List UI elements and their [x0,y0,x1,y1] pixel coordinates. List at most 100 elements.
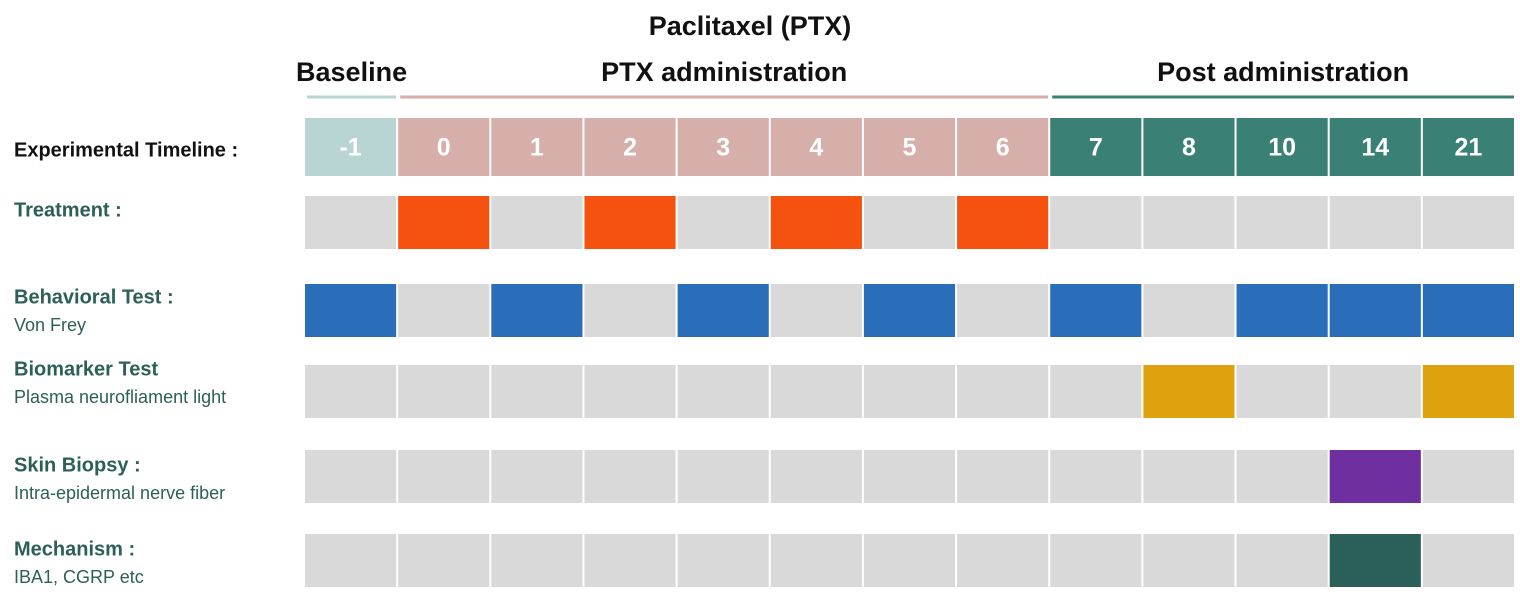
inactive-cell [863,450,956,503]
active-cell [1422,284,1514,337]
active-cell [584,196,676,249]
day-label: 5 [903,134,917,162]
inactive-cell [1422,534,1514,587]
active-cell [1329,284,1421,337]
day-cell [1050,118,1142,176]
inactive-cell [1050,365,1142,418]
inactive-cell [677,450,769,503]
inactive-cell [491,196,583,249]
active-cell [957,196,1049,249]
inactive-cell [491,534,583,587]
active-cell [863,284,956,337]
row-sublabel: Intra-epidermal nerve fiber [14,483,225,503]
inactive-cell [398,284,490,337]
active-cell [1236,284,1328,337]
inactive-cell [770,534,862,587]
inactive-cell [863,196,956,249]
inactive-cell [1143,534,1235,587]
day-label: 6 [996,134,1010,162]
inactive-cell [957,534,1049,587]
inactive-cell [584,450,676,503]
day-label: 14 [1361,134,1389,162]
day-label: -1 [339,134,361,162]
day-label: 10 [1268,134,1296,162]
timeline-label: Experimental Timeline : [14,139,238,161]
inactive-cell [1422,196,1514,249]
inactive-cell [1329,365,1421,418]
inactive-cell [1236,450,1328,503]
inactive-cell [305,365,397,418]
active-cell [491,284,583,337]
row-sublabel: Plasma neurofliament light [14,387,226,407]
day-label: 2 [623,134,637,162]
day-cell [770,118,862,176]
row-label: Biomarker Test [14,358,158,380]
row-sublabel: Von Frey [14,315,86,335]
active-cell [398,196,490,249]
inactive-cell [770,365,862,418]
inactive-cell [305,196,397,249]
phase-title: Post administration [1157,57,1409,87]
active-cell [305,284,397,337]
inactive-cell [770,450,862,503]
day-label: 8 [1182,134,1196,162]
inactive-cell [677,534,769,587]
row-sublabel: IBA1, CGRP etc [14,567,144,587]
row-label: Treatment : [14,199,122,221]
inactive-cell [1050,196,1142,249]
row-label: Skin Biopsy : [14,454,141,476]
inactive-cell [1143,284,1235,337]
inactive-cell [677,365,769,418]
inactive-cell [1422,450,1514,503]
inactive-cell [398,450,490,503]
day-cell [398,118,490,176]
inactive-cell [1050,534,1142,587]
inactive-cell [677,196,769,249]
inactive-cell [957,284,1049,337]
day-label: 7 [1089,134,1103,162]
day-cell [957,118,1049,176]
day-cell [863,118,956,176]
day-cell [305,118,397,176]
inactive-cell [584,534,676,587]
day-label: 1 [530,134,544,162]
inactive-cell [770,284,862,337]
day-cell [1143,118,1235,176]
inactive-cell [1329,196,1421,249]
inactive-cell [584,365,676,418]
active-cell [1143,365,1235,418]
day-cell [584,118,676,176]
inactive-cell [957,450,1049,503]
row-label: Mechanism : [14,538,135,560]
day-cell [1422,118,1514,176]
active-cell [677,284,769,337]
inactive-cell [863,534,956,587]
row-label: Behavioral Test : [14,286,174,308]
day-cell [491,118,583,176]
day-label: 0 [437,134,451,162]
inactive-cell [1143,196,1235,249]
inactive-cell [1143,450,1235,503]
inactive-cell [1050,450,1142,503]
inactive-cell [1236,196,1328,249]
inactive-cell [957,365,1049,418]
day-label: 4 [809,134,823,162]
phase-title: PTX administration [601,57,847,87]
phase-title: Baseline [296,57,407,87]
active-cell [1050,284,1142,337]
day-label: 21 [1455,134,1483,162]
day-cell [1329,118,1421,176]
inactive-cell [398,534,490,587]
inactive-cell [584,284,676,337]
inactive-cell [1236,534,1328,587]
inactive-cell [305,450,397,503]
inactive-cell [491,365,583,418]
diagram-title: Paclitaxel (PTX) [649,11,852,41]
day-cell [1236,118,1328,176]
day-cell [677,118,769,176]
inactive-cell [863,365,956,418]
inactive-cell [491,450,583,503]
inactive-cell [305,534,397,587]
